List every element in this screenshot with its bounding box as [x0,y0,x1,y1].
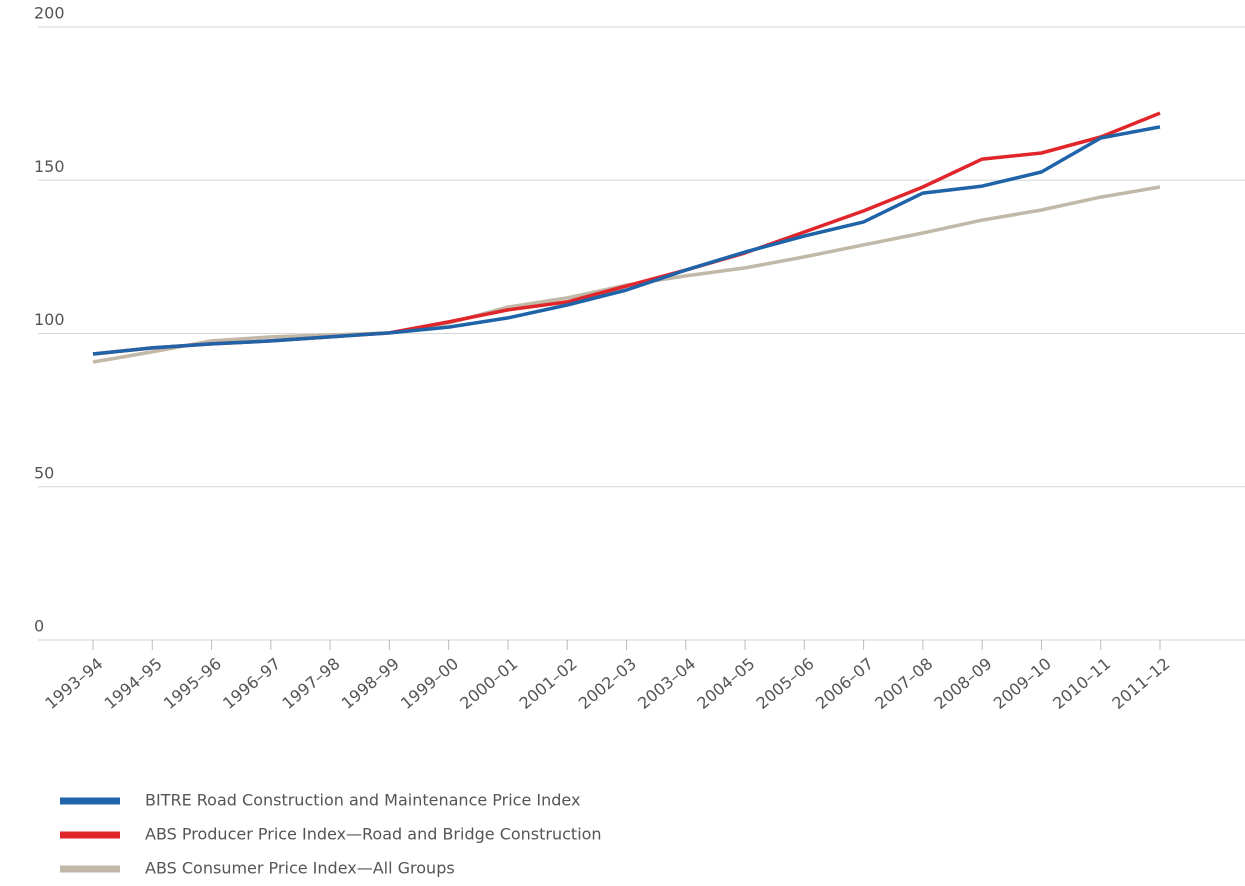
series-line [92,111,1161,356]
x-tick-label: 2008–09 [931,654,996,713]
x-tick-label: 2002–03 [575,654,640,713]
y-tick-label: 50 [34,463,54,482]
x-tick-label: 1993–94 [41,654,106,713]
x-tick-label: 1999–00 [397,654,462,713]
legend-label: ABS Producer Price Index—Road and Bridge… [145,825,602,844]
x-tick-label: 2011–12 [1108,654,1173,713]
x-tick-label: 2006–07 [812,654,877,713]
series-line [92,125,1161,356]
x-tick-label: 2001–02 [516,654,581,713]
x-tick-label: 1997–98 [278,654,343,713]
y-tick-label: 200 [34,4,65,23]
series-line [92,185,1161,364]
x-tick-label: 1998–99 [338,654,403,713]
x-tick-label: 1996–97 [219,654,284,713]
x-tick-label: 1994–95 [101,654,166,713]
y-tick-label: 100 [34,310,65,329]
x-tick-label: 2003–04 [634,654,699,713]
x-tick-label: 2004–05 [693,654,758,713]
legend-label: ABS Consumer Price Index—All Groups [145,859,455,878]
legend-label: BITRE Road Construction and Maintenance … [145,791,580,810]
y-tick-label: 0 [34,617,44,636]
x-tick-label: 2007–08 [871,654,936,713]
x-tick-label: 1995–96 [160,654,225,713]
x-tick-label: 2010–11 [1049,654,1114,713]
x-tick-label: 2000–01 [456,654,521,713]
x-tick-label: 2009–10 [990,654,1055,713]
x-tick-label: 2005–06 [753,654,818,713]
y-tick-label: 150 [34,157,65,176]
